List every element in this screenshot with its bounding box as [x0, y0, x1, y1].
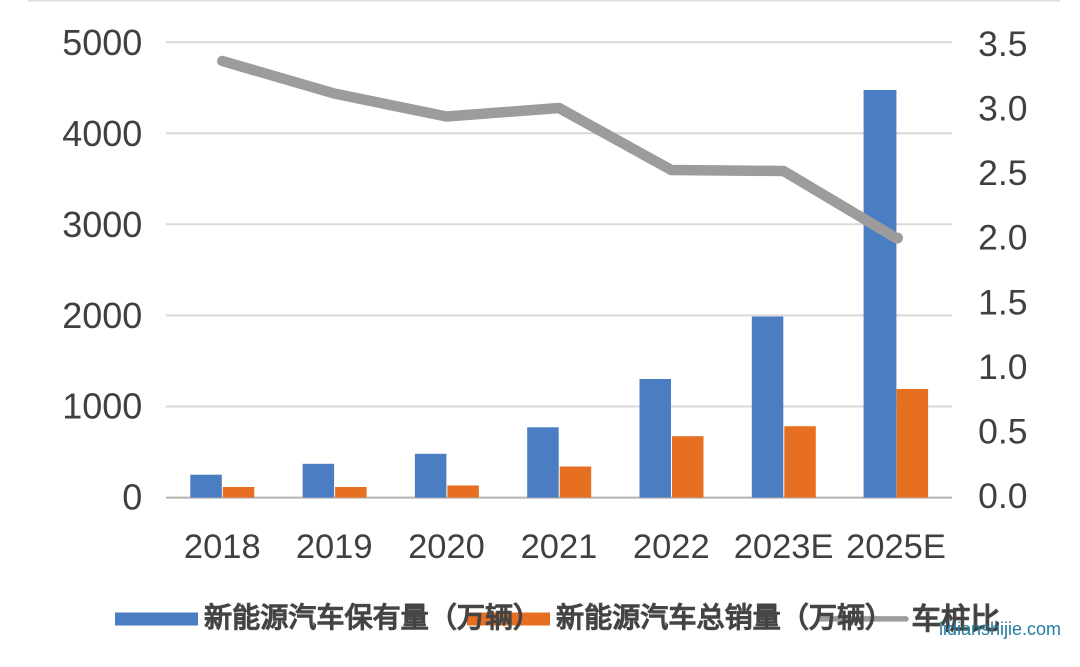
svg-text:2.5: 2.5	[978, 153, 1027, 193]
svg-text:2000: 2000	[62, 295, 142, 336]
svg-text:1000: 1000	[62, 386, 142, 427]
svg-text:2.0: 2.0	[978, 218, 1027, 258]
svg-text:0.5: 0.5	[978, 411, 1027, 451]
svg-text:1.0: 1.0	[978, 347, 1027, 387]
svg-text:5000: 5000	[62, 22, 142, 63]
svg-text:2021: 2021	[521, 528, 598, 566]
svg-text:0: 0	[122, 477, 142, 518]
svg-text:3.0: 3.0	[978, 89, 1027, 129]
svg-text:0.0: 0.0	[978, 476, 1027, 516]
svg-text:2023E: 2023E	[734, 528, 834, 566]
svg-text:2020: 2020	[408, 528, 485, 566]
svg-text:2022: 2022	[633, 528, 710, 566]
svg-text:2025E: 2025E	[846, 528, 946, 566]
svg-text:3.5: 3.5	[978, 24, 1027, 64]
svg-text:1.5: 1.5	[978, 282, 1027, 322]
svg-text:2018: 2018	[184, 528, 261, 566]
svg-text:3000: 3000	[62, 204, 142, 245]
svg-text:2019: 2019	[296, 528, 373, 566]
svg-text:4000: 4000	[62, 113, 142, 154]
